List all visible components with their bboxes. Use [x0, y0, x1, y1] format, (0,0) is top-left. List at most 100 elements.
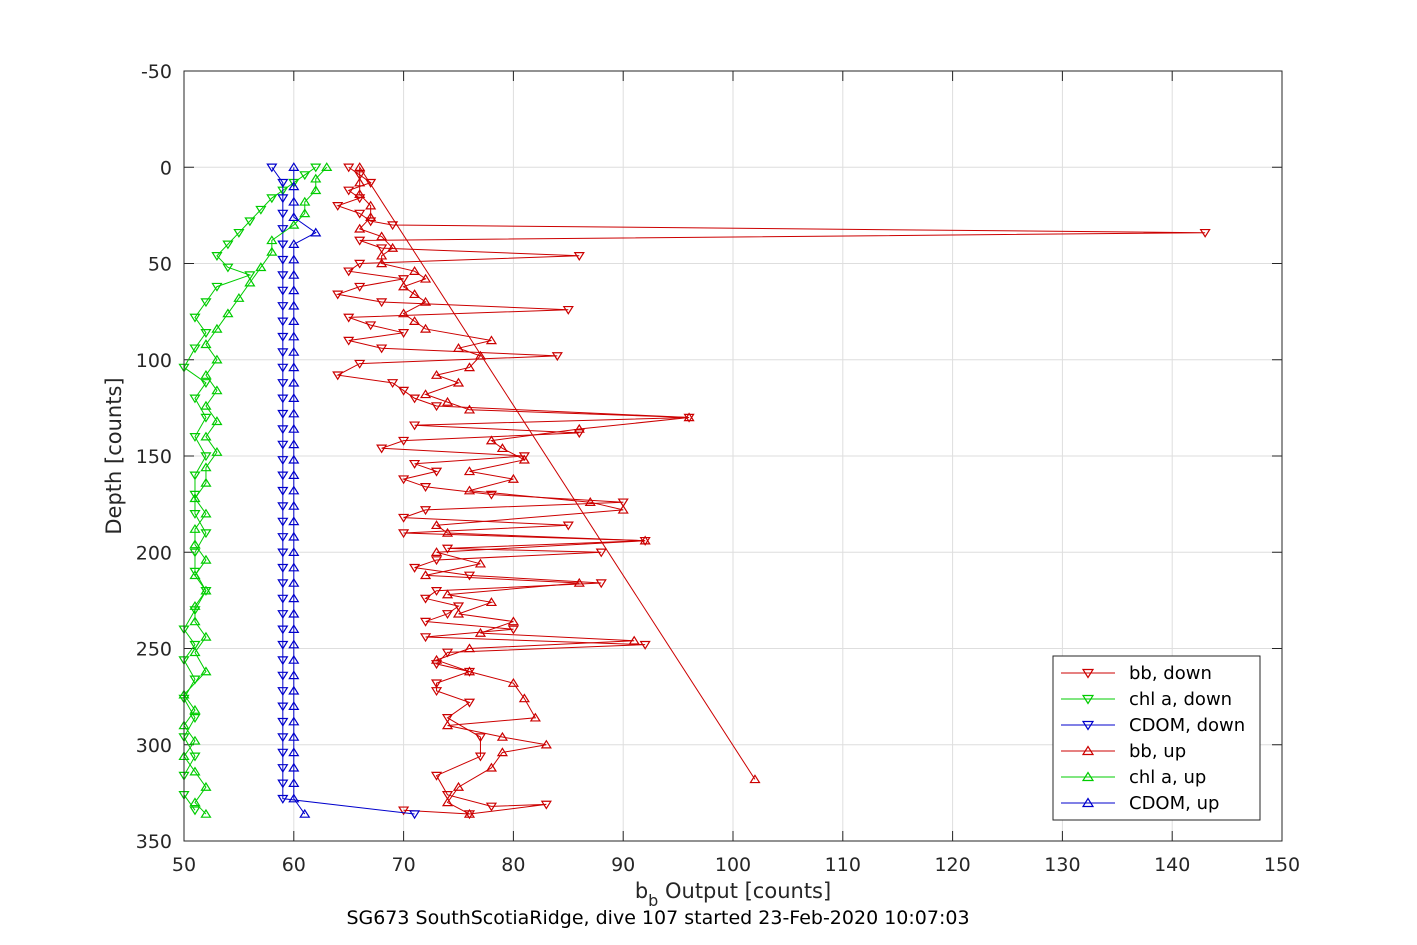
- data-point: [277, 379, 289, 389]
- data-point: [419, 323, 432, 333]
- data-point: [189, 714, 201, 723]
- data-point: [277, 255, 289, 265]
- data-point: [463, 698, 476, 708]
- data-point: [299, 171, 311, 181]
- data-point: [288, 470, 300, 479]
- data-point: [189, 539, 201, 549]
- data-point: [288, 670, 300, 680]
- series-2: [178, 163, 322, 816]
- data-point: [376, 444, 388, 454]
- chart-caption: SG673 SouthScotiaRidge, dive 107 started…: [346, 907, 969, 929]
- data-point: [419, 594, 432, 604]
- data-point: [496, 747, 509, 757]
- data-point: [200, 329, 212, 338]
- data-point: [222, 263, 234, 273]
- data-point: [584, 497, 596, 506]
- data-point: [441, 714, 454, 723]
- data-point: [200, 339, 212, 349]
- data-point: [507, 677, 519, 687]
- data-point: [452, 602, 465, 612]
- legend-marker: [1081, 771, 1095, 782]
- data-point: [277, 640, 289, 650]
- data-point: [463, 643, 476, 653]
- legend-label: chl a, up: [1129, 767, 1206, 788]
- data-point: [189, 344, 201, 354]
- data-point: [277, 471, 289, 481]
- data-point: [299, 808, 311, 818]
- data-point: [277, 440, 289, 450]
- data-point: [277, 533, 289, 543]
- data-point: [419, 617, 432, 627]
- data-point: [288, 346, 300, 356]
- data-point: [200, 781, 212, 791]
- data-point: [343, 313, 355, 323]
- x-tick-label: 50: [172, 854, 196, 876]
- data-point: [255, 205, 267, 215]
- data-point: [189, 600, 201, 610]
- legend-marker: [1081, 668, 1095, 679]
- data-point: [255, 262, 267, 272]
- data-point: [288, 300, 300, 310]
- data-point: [419, 570, 432, 580]
- data-point: [485, 335, 498, 345]
- legend-marker: [1081, 797, 1095, 808]
- data-point: [211, 416, 223, 426]
- data-point: [408, 459, 421, 469]
- data-point: [277, 656, 289, 666]
- data-point: [354, 189, 366, 198]
- data-point: [277, 717, 289, 727]
- data-point: [277, 409, 289, 419]
- legend-item-3: CDOM, down: [1061, 715, 1245, 736]
- data-point: [189, 647, 201, 657]
- legend-marker: [1081, 720, 1095, 731]
- data-point: [398, 275, 410, 285]
- data-point: [266, 246, 278, 256]
- data-point: [277, 286, 289, 296]
- data-point: [277, 240, 289, 250]
- data-point: [430, 520, 443, 530]
- data-point: [441, 648, 454, 658]
- legend-label: bb, down: [1129, 663, 1212, 684]
- data-point: [200, 554, 212, 564]
- data-point: [189, 433, 201, 442]
- data-point: [233, 292, 245, 302]
- data-point: [562, 521, 574, 531]
- data-point: [551, 352, 563, 362]
- data-point: [332, 290, 344, 300]
- data-point: [573, 252, 585, 261]
- data-point: [408, 563, 421, 573]
- data-point: [277, 548, 289, 558]
- data-point: [299, 208, 311, 218]
- x-axis-label: bb Output [counts]: [635, 879, 831, 910]
- x-tick-label: 150: [1264, 854, 1300, 876]
- legend-label: CDOM, down: [1129, 715, 1245, 736]
- data-point: [200, 452, 212, 462]
- data-point: [463, 666, 476, 676]
- data-point: [463, 485, 476, 495]
- data-point: [321, 162, 333, 171]
- legend-item-2: chl a, down: [1061, 689, 1232, 710]
- data-point: [277, 794, 289, 804]
- y-tick-label: 150: [136, 446, 172, 468]
- data-point: [189, 640, 201, 650]
- data-point: [288, 269, 300, 279]
- data-point: [430, 654, 443, 664]
- data-point: [639, 640, 651, 650]
- data-point: [343, 186, 355, 196]
- data-point: [266, 235, 278, 245]
- data-point: [288, 562, 300, 572]
- data-point: [277, 671, 289, 681]
- data-point: [376, 231, 388, 241]
- data-point: [277, 687, 289, 697]
- data-point: [430, 771, 443, 781]
- data-point: [277, 425, 289, 435]
- data-point: [211, 354, 223, 364]
- data-point: [518, 454, 530, 464]
- data-point: [222, 308, 234, 318]
- legend-label: bb, up: [1129, 741, 1186, 762]
- legend-marker: [1081, 694, 1095, 705]
- data-point: [463, 571, 476, 581]
- data-point: [277, 363, 289, 373]
- x-axis-label-subscript: b: [648, 891, 658, 910]
